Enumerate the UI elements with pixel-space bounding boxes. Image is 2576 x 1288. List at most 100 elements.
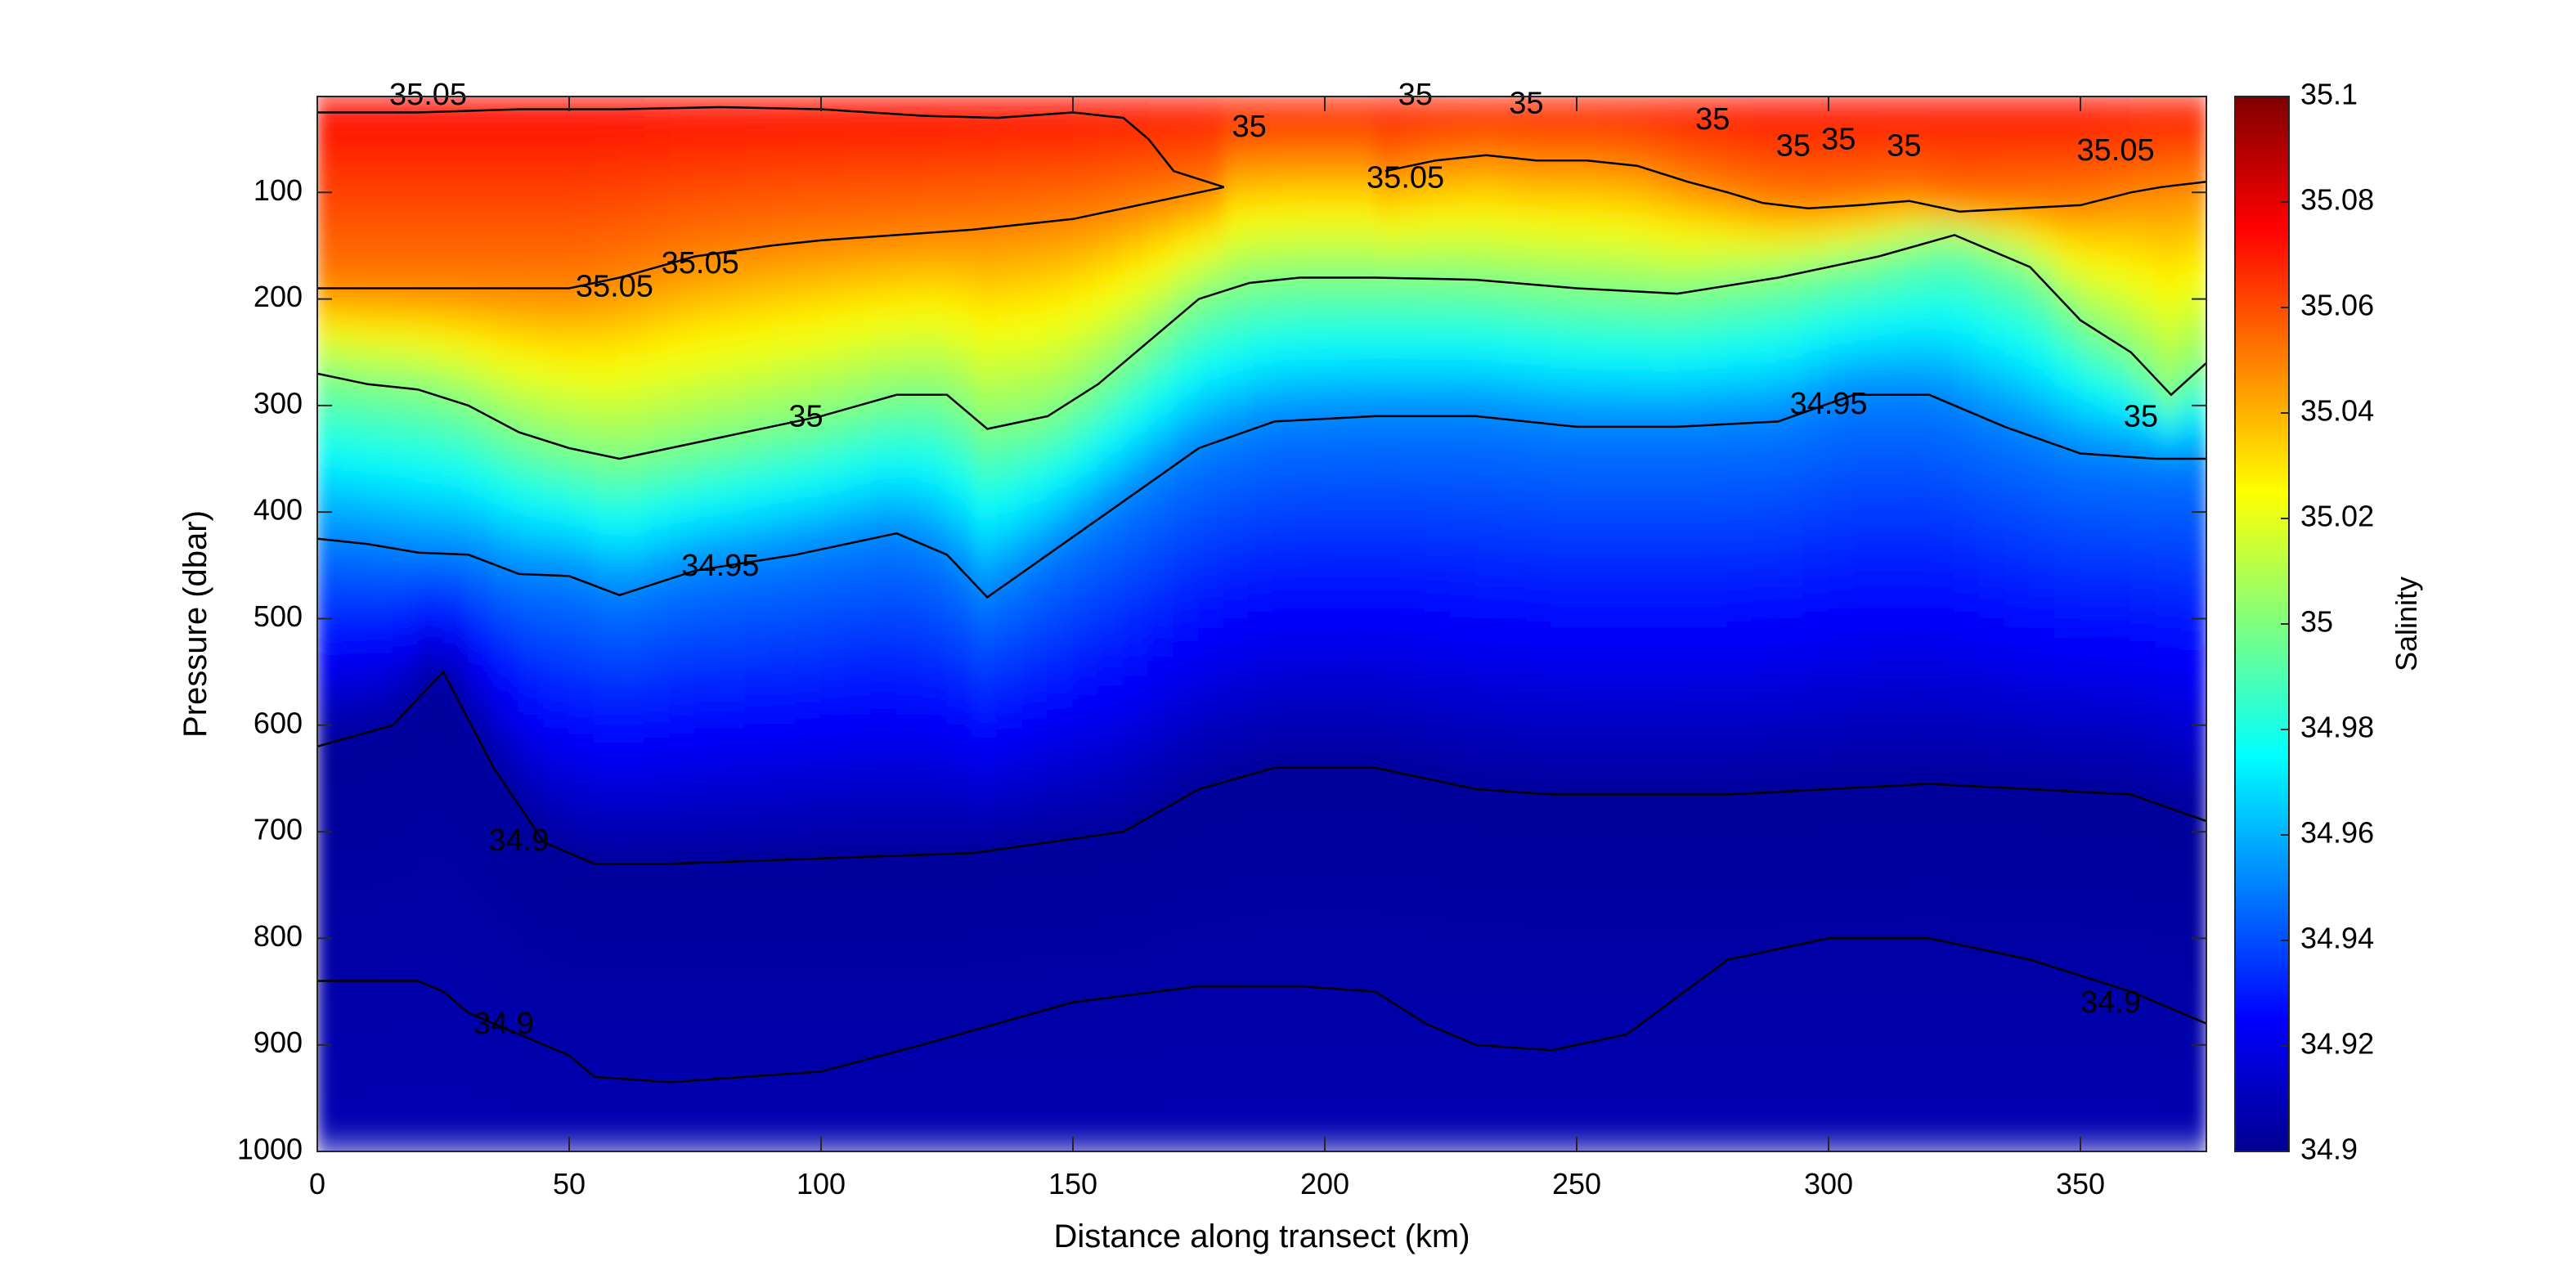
- heatmap-cell: [719, 709, 747, 721]
- heatmap-cell: [1072, 307, 1099, 318]
- heatmap-cell: [392, 460, 420, 472]
- heatmap-cell: [518, 882, 545, 894]
- heatmap-cell: [895, 297, 923, 308]
- heatmap-cell: [1021, 1074, 1049, 1085]
- heatmap-cell: [593, 364, 621, 376]
- heatmap-cell: [1425, 1121, 1452, 1133]
- heatmap-cell: [593, 536, 621, 549]
- heatmap-cell: [1349, 805, 1376, 817]
- heatmap-cell: [1273, 796, 1301, 807]
- heatmap-cell: [971, 891, 999, 904]
- heatmap-cell: [795, 1112, 822, 1124]
- heatmap-cell: [744, 153, 772, 165]
- heatmap-cell: [719, 834, 747, 846]
- heatmap-cell: [921, 671, 948, 683]
- heatmap-cell: [895, 469, 923, 482]
- heatmap-cell: [392, 268, 420, 280]
- heatmap-cell: [1147, 268, 1175, 280]
- heatmap-cell: [1097, 747, 1124, 760]
- heatmap-cell: [971, 766, 999, 779]
- heatmap-cell: [1072, 824, 1099, 836]
- heatmap-cell: [1399, 508, 1427, 519]
- heatmap-cell: [618, 133, 646, 146]
- heatmap-cell: [593, 344, 621, 357]
- heatmap-cell: [770, 277, 797, 289]
- heatmap-cell: [467, 661, 495, 673]
- heatmap-cell: [1425, 585, 1452, 596]
- heatmap-cell: [820, 796, 847, 807]
- heatmap-cell: [593, 182, 621, 194]
- heatmap-cell: [1425, 1083, 1452, 1095]
- heatmap-cell: [1122, 977, 1150, 990]
- heatmap-cell: [1047, 114, 1074, 127]
- heatmap-cell: [1198, 258, 1225, 271]
- heatmap-cell: [669, 997, 696, 1009]
- heatmap-cell: [543, 143, 570, 155]
- heatmap-cell: [1248, 757, 1276, 769]
- heatmap-cell: [946, 364, 973, 376]
- heatmap-cell: [870, 757, 898, 769]
- heatmap-cell: [618, 402, 646, 414]
- heatmap-cell: [392, 1025, 420, 1038]
- heatmap-cell: [719, 863, 747, 874]
- heatmap-cell: [492, 776, 520, 788]
- heatmap-cell: [317, 853, 343, 865]
- heatmap-cell: [644, 133, 671, 146]
- heatmap-cell: [366, 469, 394, 482]
- heatmap-cell: [1223, 815, 1250, 827]
- heatmap-cell: [366, 958, 394, 971]
- heatmap-cell: [543, 738, 570, 750]
- heatmap-cell: [1122, 872, 1150, 884]
- heatmap-cell: [1072, 172, 1099, 184]
- heatmap-cell: [1349, 1025, 1376, 1038]
- heatmap-cell: [1299, 133, 1326, 146]
- heatmap-cell: [971, 901, 999, 913]
- heatmap-cell: [317, 201, 343, 213]
- heatmap-cell: [845, 172, 873, 184]
- heatmap-cell: [1248, 105, 1276, 117]
- heatmap-cell: [1021, 949, 1049, 961]
- heatmap-cell: [417, 277, 444, 289]
- heatmap-cell: [492, 344, 520, 357]
- heatmap-cell: [1021, 585, 1049, 596]
- heatmap-cell: [744, 968, 772, 980]
- heatmap-cell: [1324, 450, 1351, 462]
- heatmap-cell: [417, 287, 444, 299]
- heatmap-cell: [895, 1035, 923, 1047]
- heatmap-cell: [1299, 124, 1326, 136]
- heatmap-cell: [1173, 805, 1200, 817]
- heatmap-cell: [1122, 575, 1150, 587]
- heatmap-cell: [1072, 901, 1099, 913]
- heatmap-cell: [1072, 527, 1099, 539]
- heatmap-cell: [795, 431, 822, 443]
- heatmap-cell: [366, 220, 394, 232]
- heatmap-cell: [1374, 220, 1402, 232]
- heatmap-cell: [921, 114, 948, 127]
- heatmap-cell: [921, 1141, 948, 1151]
- heatmap-cell: [1349, 527, 1376, 539]
- heatmap-cell: [996, 699, 1024, 711]
- heatmap-cell: [417, 766, 444, 779]
- heatmap-cell: [946, 383, 973, 395]
- heatmap-cell: [467, 307, 495, 318]
- heatmap-cell: [996, 1112, 1024, 1124]
- heatmap-cell: [341, 671, 369, 683]
- heatmap-cell: [543, 431, 570, 443]
- heatmap-cell: [568, 249, 595, 261]
- heatmap-cell: [1425, 575, 1452, 587]
- heatmap-cell: [1072, 968, 1099, 980]
- heatmap-cell: [518, 575, 545, 587]
- heatmap-cell: [518, 172, 545, 184]
- heatmap-cell: [1021, 182, 1049, 194]
- heatmap-cell: [1425, 488, 1452, 500]
- heatmap-cell: [946, 815, 973, 827]
- heatmap-cell: [518, 604, 545, 616]
- heatmap-cell: [946, 230, 973, 241]
- heatmap-cell: [417, 479, 444, 491]
- heatmap-cell: [1425, 297, 1452, 308]
- heatmap-cell: [1047, 891, 1074, 904]
- heatmap-cell: [1097, 958, 1124, 971]
- heatmap-cell: [1198, 325, 1225, 338]
- heatmap-cell: [1097, 585, 1124, 596]
- heatmap-cell: [845, 1045, 873, 1057]
